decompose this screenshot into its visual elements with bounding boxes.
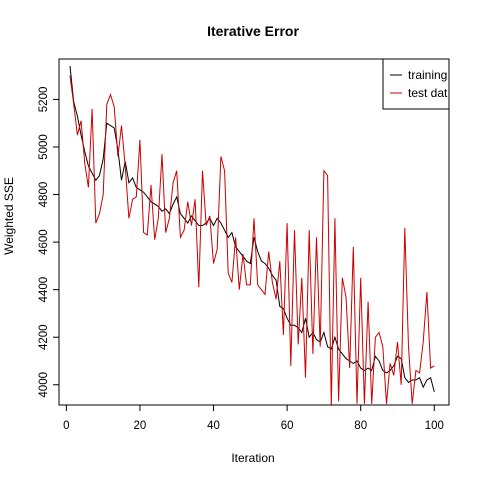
- y-tick-label: 5200: [38, 87, 50, 113]
- x-tick-label: 100: [425, 420, 444, 432]
- y-tick-label: 4200: [38, 324, 50, 350]
- x-axis-label: Iteration: [231, 451, 274, 465]
- legend: training test dat: [382, 58, 450, 110]
- x-tick-label: 40: [207, 420, 220, 432]
- legend-label-test: test dat: [408, 86, 448, 100]
- y-tick-label: 4400: [38, 277, 50, 303]
- y-tick-label: 4000: [38, 372, 50, 398]
- y-tick-label: 5000: [38, 134, 50, 160]
- series-layer: [69, 66, 435, 405]
- legend-box: [382, 58, 450, 110]
- axes-layer: 0 20 40 60 80 100 4000 4200 4400 4600 4800 5000 5200: [38, 87, 444, 432]
- x-tick-label: 80: [354, 420, 367, 432]
- legend-label-training: training: [408, 68, 447, 82]
- x-tick-label: 0: [63, 420, 69, 432]
- y-axis-label: Weighted SSE: [2, 177, 16, 255]
- y-tick-label: 4800: [38, 182, 50, 208]
- y-tick-label: 4600: [38, 229, 50, 255]
- x-tick-label: 60: [281, 420, 294, 432]
- chart-title: Iterative Error: [207, 23, 299, 39]
- series-line-test: [69, 75, 435, 405]
- x-tick-label: 20: [134, 420, 147, 432]
- plot-frame: [58, 58, 450, 406]
